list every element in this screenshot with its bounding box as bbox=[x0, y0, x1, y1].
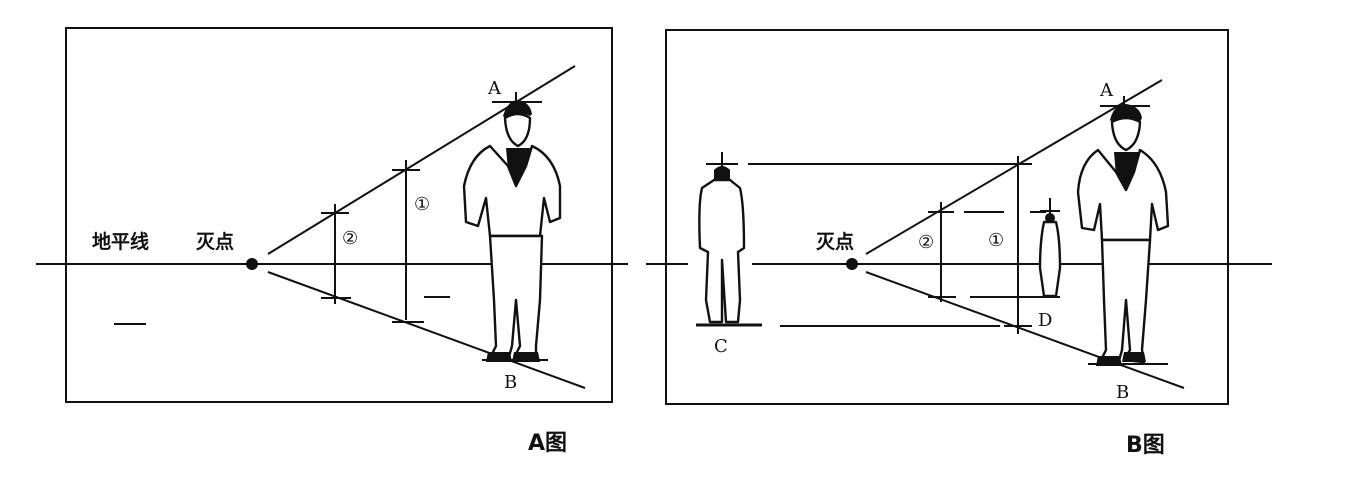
panel-b-figure-d bbox=[1038, 198, 1062, 298]
panel-b-man-figure bbox=[1076, 104, 1170, 366]
panel-a-frame bbox=[65, 27, 613, 403]
panel-b-ray-top bbox=[865, 79, 1163, 255]
panel-b-ray-bottom bbox=[865, 271, 1185, 389]
panel-b-point-d: D bbox=[1038, 310, 1052, 331]
panel-a: 地平线 灭点 A B ① ② A图 bbox=[36, 27, 628, 456]
panel-b-frame bbox=[665, 29, 1229, 405]
panel-b: 灭点 A B C D ① ② B图 bbox=[646, 29, 1272, 458]
panel-b-mark-1: ① bbox=[988, 230, 1004, 251]
panel-a-point-a: A bbox=[487, 78, 502, 99]
panel-a-caption: A图 bbox=[528, 431, 567, 456]
panel-a-man-figure bbox=[462, 100, 562, 362]
panel-b-mark-2: ② bbox=[918, 232, 934, 253]
panel-b-point-c: C bbox=[714, 336, 728, 357]
panel-a-ray-bottom bbox=[267, 271, 586, 389]
panel-b-point-a: A bbox=[1099, 80, 1114, 101]
panel-b-figure-c bbox=[696, 152, 762, 327]
panel-a-mark-2: ② bbox=[342, 228, 358, 249]
panel-b-vanishing-label: 灭点 bbox=[815, 231, 854, 253]
panel-a-point-b: B bbox=[504, 372, 517, 393]
panel-b-vanishing-point bbox=[846, 258, 858, 270]
panel-a-horizon-label: 地平线 bbox=[92, 230, 149, 253]
panel-a-vanishing-point bbox=[246, 258, 258, 270]
panel-a-ray-top bbox=[267, 65, 576, 255]
panel-b-point-b: B bbox=[1116, 382, 1129, 403]
panel-a-vanishing-label: 灭点 bbox=[195, 231, 234, 253]
panel-b-caption: B图 bbox=[1126, 433, 1165, 458]
panel-a-mark-1: ① bbox=[414, 194, 430, 215]
